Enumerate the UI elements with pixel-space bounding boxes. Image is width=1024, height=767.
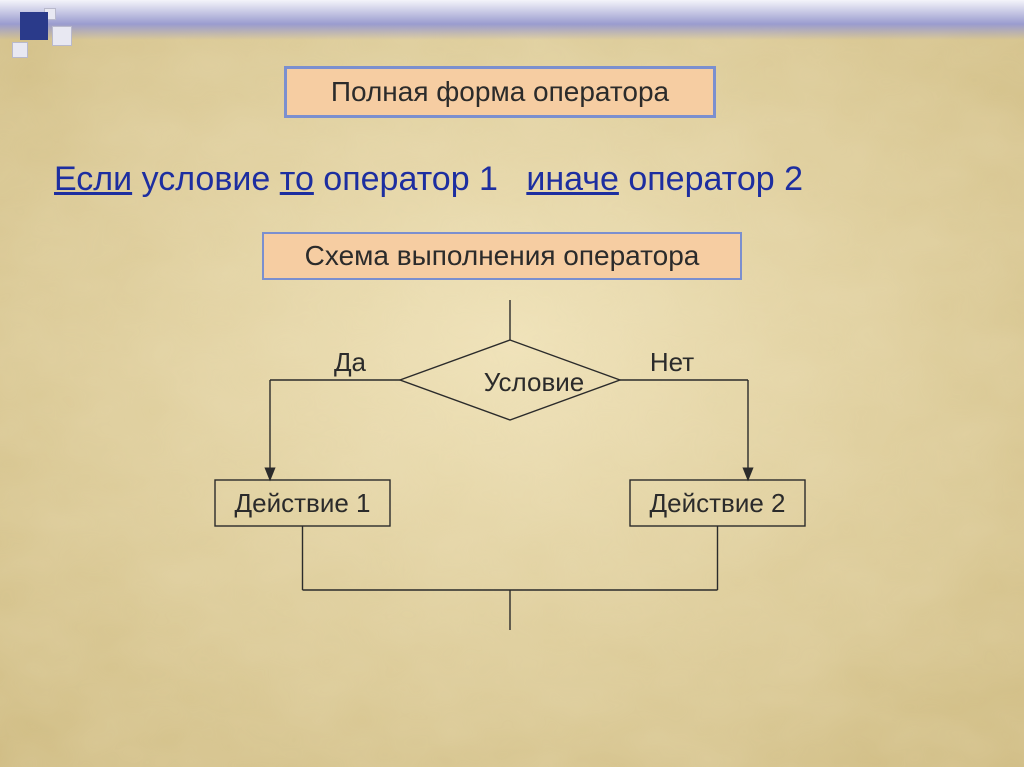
flowchart: Условие Да Нет Действие 1 Действие 2 xyxy=(200,300,824,660)
txt-op2: оператор 2 xyxy=(619,160,803,198)
syntax-line: Если условие то оператор 1 иначе операто… xyxy=(54,160,803,199)
title-text: Полная форма оператора xyxy=(331,76,669,108)
corner-square-small xyxy=(12,42,28,58)
corner-square-big xyxy=(20,12,48,40)
txt-cond: условие xyxy=(132,160,280,198)
subtitle-box: Схема выполнения оператора xyxy=(262,232,742,280)
kw-then: то xyxy=(280,160,314,198)
top-gradient-bar xyxy=(0,0,1024,40)
txt-gap xyxy=(498,160,526,198)
subtitle-text: Схема выполнения оператора xyxy=(305,240,700,272)
slide-root: Полная форма оператора Если условие то о… xyxy=(0,0,1024,767)
txt-op1: оператор 1 xyxy=(314,160,498,198)
kw-else: иначе xyxy=(526,160,619,198)
kw-if: Если xyxy=(54,160,132,198)
title-box: Полная форма оператора xyxy=(284,66,716,118)
corner-square-mid xyxy=(52,26,72,46)
flowchart-svg xyxy=(200,300,824,660)
